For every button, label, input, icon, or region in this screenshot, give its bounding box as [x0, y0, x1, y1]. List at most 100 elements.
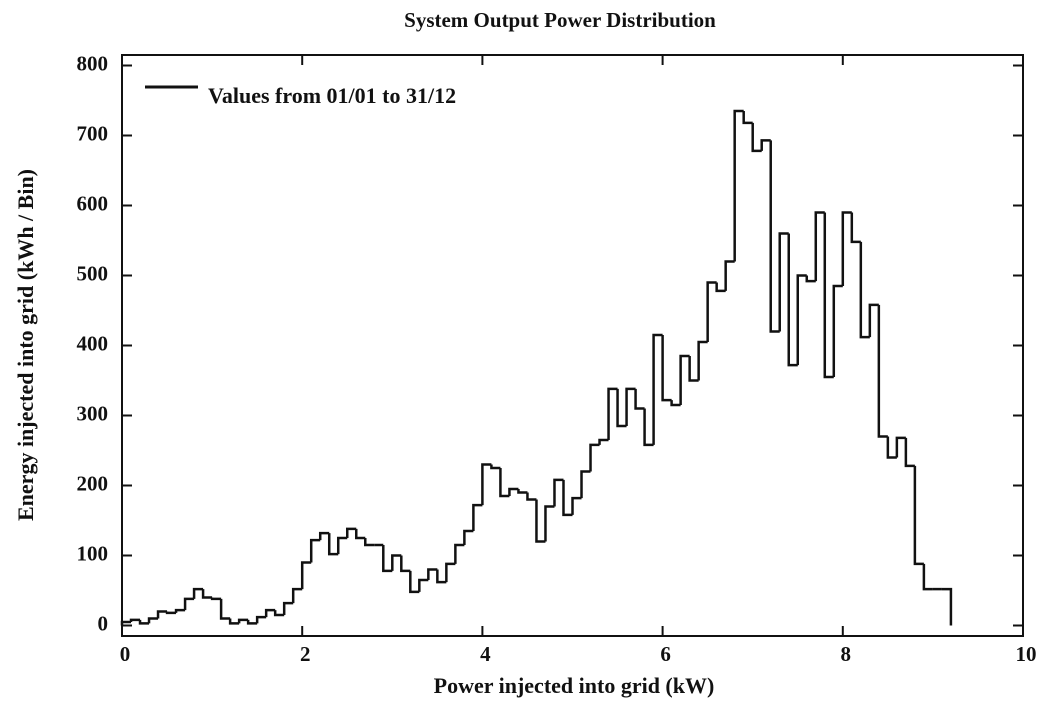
- histogram-step: [517, 489, 528, 494]
- histogram-step: [535, 499, 546, 543]
- histogram-step: [634, 388, 645, 410]
- x-tick-label: 2: [300, 642, 311, 666]
- histogram-step: [760, 139, 771, 151]
- y-tick-label: 100: [77, 541, 109, 565]
- histogram-step: [850, 212, 861, 244]
- y-tick-label: 0: [98, 611, 109, 635]
- histogram-step: [562, 479, 573, 517]
- y-tick-label: 300: [77, 401, 109, 425]
- x-tick-label: 8: [841, 642, 852, 666]
- histogram-step: [282, 601, 294, 615]
- histogram-step: [237, 618, 249, 624]
- histogram-step: [805, 275, 816, 283]
- histogram-step: [454, 543, 465, 564]
- histogram-step: [580, 470, 591, 499]
- chart-title: System Output Power Distribution: [404, 8, 716, 32]
- legend-label: Values from 01/01 to 31/12: [208, 83, 456, 108]
- histogram-step: [823, 212, 834, 379]
- histogram-step: [147, 617, 159, 624]
- histogram-step: [472, 503, 483, 531]
- histogram-step: [138, 619, 150, 625]
- histogram-step: [355, 528, 366, 540]
- histogram-step: [391, 554, 402, 571]
- histogram-step: [156, 610, 168, 619]
- histogram-step: [300, 561, 312, 590]
- y-tick-label: 800: [77, 51, 109, 75]
- histogram-step: [463, 529, 474, 545]
- y-tick-label: 200: [77, 471, 109, 495]
- x-tick-label: 10: [1016, 642, 1037, 666]
- histogram-step: [589, 443, 600, 472]
- histogram-step: [841, 211, 852, 286]
- histogram-step: [688, 356, 699, 382]
- histogram-step: [364, 538, 375, 547]
- histogram-step: [219, 598, 231, 620]
- histogram-step: [904, 437, 915, 468]
- histogram-step: [733, 109, 744, 262]
- x-axis-label: Power injected into grid (kW): [434, 673, 715, 698]
- histogram-step: [273, 610, 285, 617]
- histogram-step: [508, 487, 519, 496]
- histogram-step: [418, 578, 429, 592]
- histogram-step: [670, 400, 681, 407]
- histogram-step: [706, 281, 717, 342]
- histogram-step: [246, 619, 258, 625]
- y-tick-label: 400: [77, 331, 109, 355]
- histogram-step: [400, 555, 411, 573]
- histogram-step: [201, 589, 213, 599]
- histogram-step: [409, 570, 420, 594]
- histogram-step: [787, 233, 798, 367]
- histogram-step: [652, 333, 663, 445]
- histogram-step: [832, 284, 843, 377]
- histogram-step: [183, 597, 195, 611]
- histogram-step: [445, 562, 456, 583]
- histogram-step: [427, 568, 438, 580]
- y-axis-label: Energy injected into grid (kWh / Bin): [13, 169, 38, 521]
- histogram-step: [877, 304, 888, 438]
- histogram-step: [922, 563, 933, 591]
- histogram-step: [616, 388, 627, 428]
- plot-frame: [121, 54, 1024, 637]
- histogram-step: [742, 111, 753, 125]
- histogram-step: [318, 531, 330, 541]
- x-tick-label: 0: [120, 642, 131, 666]
- histogram-step: [481, 463, 492, 506]
- x-tick-label: 4: [480, 642, 491, 666]
- histogram-step: [336, 536, 348, 555]
- histogram-step: [327, 533, 339, 556]
- histogram-step: [625, 387, 636, 426]
- histogram-step: [544, 505, 555, 542]
- histogram-step: [571, 496, 582, 515]
- histogram-step: [526, 492, 537, 501]
- histogram-step: [490, 464, 501, 470]
- histogram-step: [661, 335, 672, 402]
- histogram-step: [309, 538, 321, 563]
- histogram-step: [264, 608, 276, 618]
- histogram-step: [886, 436, 897, 459]
- histogram-step: [598, 438, 609, 445]
- histogram-step: [607, 387, 618, 440]
- histogram-step: [778, 232, 789, 332]
- histogram-step: [228, 618, 240, 625]
- histogram-step: [868, 303, 879, 338]
- histogram-step: [436, 569, 447, 584]
- histogram-step: [941, 587, 953, 626]
- histogram-step: [382, 545, 393, 573]
- histogram-step: [553, 478, 564, 507]
- y-tick-label: 600: [77, 191, 109, 215]
- histogram-step: [913, 465, 924, 566]
- histogram-step: [814, 211, 825, 282]
- histogram-step: [120, 620, 132, 626]
- histogram-step: [210, 597, 222, 601]
- histogram-step: [697, 340, 708, 381]
- histogram-step: [129, 618, 141, 622]
- histogram-step: [291, 587, 303, 604]
- histogram-step: [192, 587, 204, 599]
- histogram-step: [715, 282, 726, 293]
- y-tick-label: 500: [77, 261, 109, 285]
- histogram-step: [679, 354, 690, 405]
- histogram-step: [724, 260, 735, 291]
- histogram-step: [255, 615, 267, 624]
- histogram-step: [174, 608, 186, 613]
- histogram-step: [895, 436, 906, 458]
